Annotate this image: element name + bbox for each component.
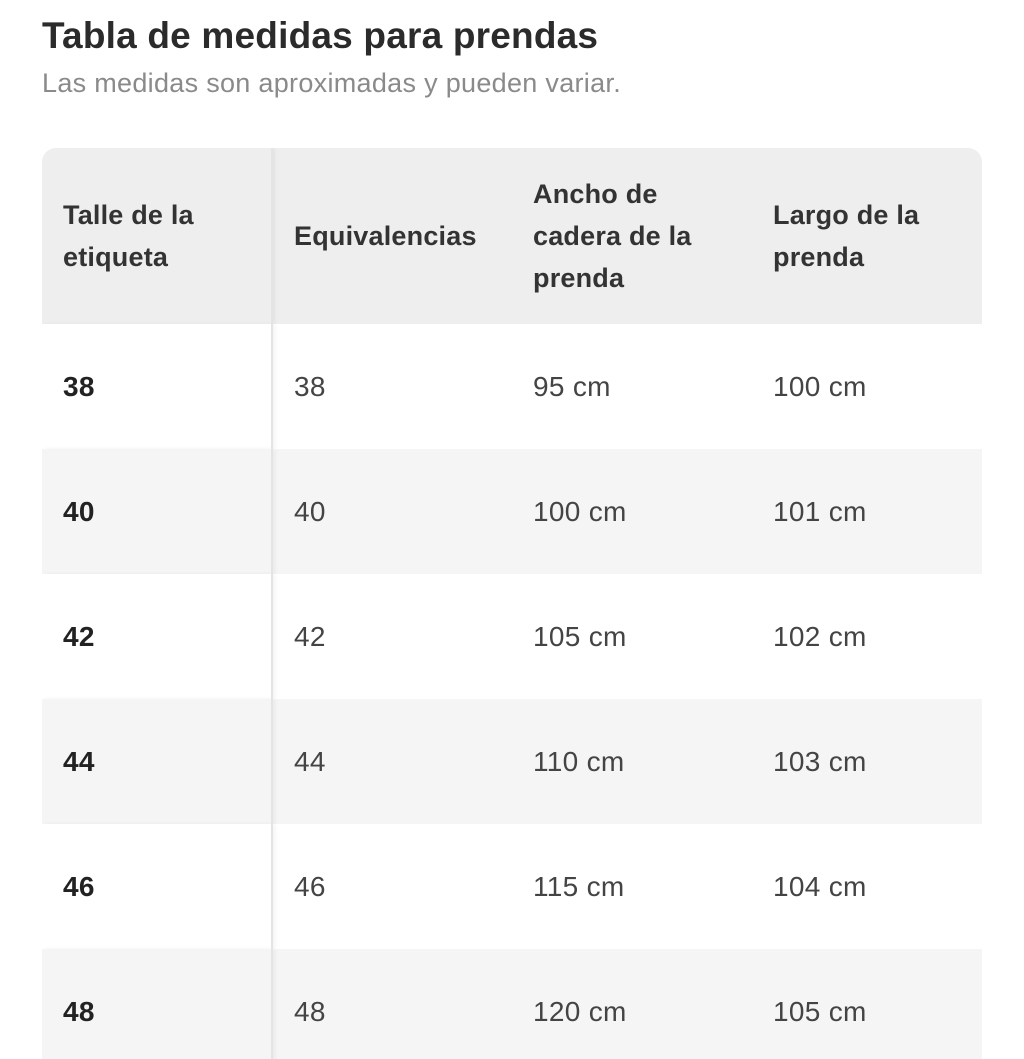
cell-label-size: 44 (42, 699, 273, 824)
header-label-size: Talle de la etiqueta (42, 148, 273, 324)
cell-garment-length: 104 cm (773, 870, 867, 902)
cell-label-size: 48 (42, 949, 273, 1059)
page-subtitle: Las medidas son aproximadas y pueden var… (42, 68, 622, 98)
table-row: 46 46 115 cm 104 cm (42, 824, 982, 949)
cell-label-size: 38 (42, 324, 273, 449)
table-row: 38 38 95 cm 100 cm (42, 324, 982, 449)
cell-garment-length: 102 cm (773, 620, 867, 652)
size-table: Talle de la etiqueta Equivalencias Ancho… (42, 148, 982, 1059)
table-body: 38 38 95 cm 100 cm 40 40 100 cm 101 cm 4… (42, 324, 982, 1059)
cell-hip-width: 115 cm (533, 870, 625, 902)
table-header: Talle de la etiqueta Equivalencias Ancho… (42, 148, 982, 324)
cell-equivalence: 40 (294, 495, 326, 527)
table-row: 42 42 105 cm 102 cm (42, 574, 982, 699)
table-row: 48 48 120 cm 105 cm (42, 949, 982, 1059)
header-row: Talle de la etiqueta Equivalencias Ancho… (42, 148, 982, 324)
cell-label-size: 40 (42, 449, 273, 574)
cell-equivalence: 44 (294, 745, 326, 777)
cell-hip-width: 110 cm (533, 745, 625, 777)
cell-garment-length: 105 cm (773, 995, 867, 1027)
header-garment-length: Largo de la prenda (773, 200, 920, 272)
cell-equivalence: 48 (294, 995, 326, 1027)
header-hip-width: Ancho de cadera de la prenda (533, 179, 692, 293)
page-title: Tabla de medidas para prendas (42, 15, 599, 56)
header-equivalences: Equivalencias (294, 221, 477, 251)
size-table-container: Talle de la etiqueta Equivalencias Ancho… (42, 148, 982, 1059)
cell-equivalence: 46 (294, 870, 326, 902)
cell-label-size: 42 (42, 574, 273, 699)
table-row: 44 44 110 cm 103 cm (42, 699, 982, 824)
cell-garment-length: 103 cm (773, 745, 867, 777)
cell-hip-width: 120 cm (533, 995, 627, 1027)
cell-equivalence: 38 (294, 370, 326, 402)
cell-garment-length: 101 cm (773, 495, 867, 527)
cell-garment-length: 100 cm (773, 370, 867, 402)
cell-hip-width: 100 cm (533, 495, 627, 527)
table-row: 40 40 100 cm 101 cm (42, 449, 982, 574)
cell-hip-width: 95 cm (533, 370, 611, 402)
cell-hip-width: 105 cm (533, 620, 627, 652)
cell-label-size: 46 (42, 824, 273, 949)
cell-equivalence: 42 (294, 620, 326, 652)
